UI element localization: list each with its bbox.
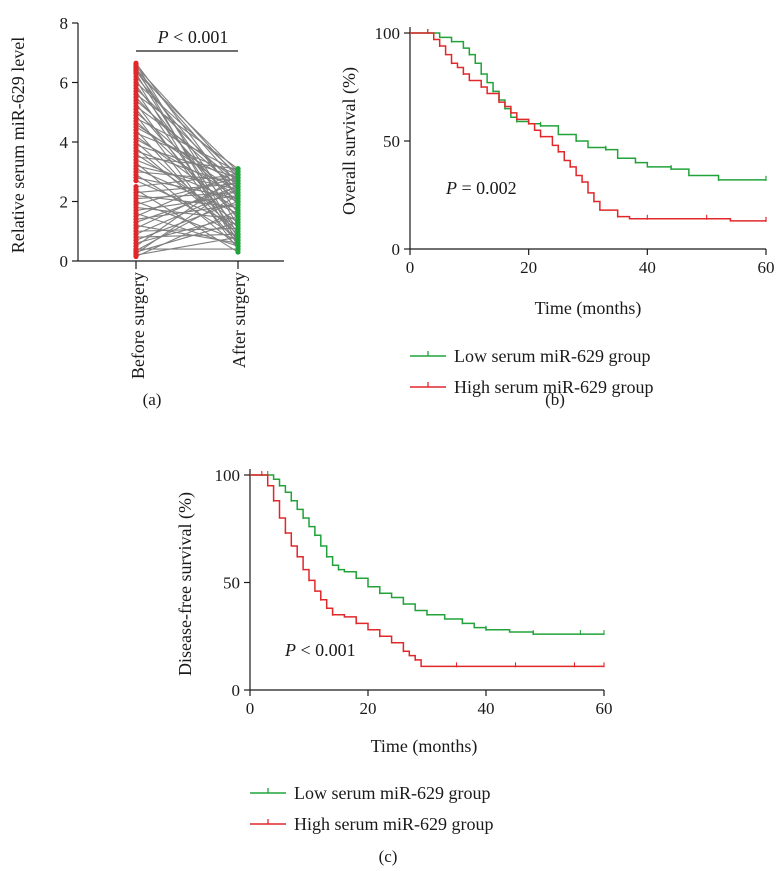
panel-a-point-after [235,187,241,193]
panel-c-y-tick-label: 0 [232,681,241,700]
panel-a-point-after [235,172,241,178]
panel-a-label: (a) [143,390,162,409]
panel-c-p-value: P < 0.001 [284,640,356,660]
panel-a-point-after [235,181,241,187]
panel-b-label: (b) [545,390,565,409]
panel-a-pair-line [135,93,239,170]
panel-a-category-label: Before surgery [128,272,148,379]
panel-a-pair-line [135,150,239,188]
panel-b-xlabel: Time (months) [535,298,642,319]
panel-c-curve-high [250,474,604,668]
panel-a-pair-line [135,215,239,244]
panel-a-y-axis: 0 2 4 6 8 [60,14,79,271]
panel-a-pair-line [135,156,239,170]
panel-c-survival-curves [250,471,605,668]
panel-a-point-after [235,225,241,231]
panel-c-chart: Disease-free survival (%) 0 20 40 60050100 … [175,466,613,866]
panel-b-y-tick-label: 100 [375,24,401,43]
panel-a-pair-line [135,209,239,258]
panel-c-y-tick-label: 50 [223,574,240,593]
panel-b-p-value: P = 0.002 [445,178,517,198]
panel-b-y-tick-label: 50 [383,132,400,151]
panel-a-y-tick-label: 6 [60,74,69,93]
panel-a-category-label: After surgery [229,272,249,368]
panel-b-x-tick-label: 60 [758,258,775,277]
panel-b-legend-high: High serum miR-629 group [454,377,654,397]
panel-a-pair-line [135,126,239,185]
panel-c-axes: 0 20 40 60 0 50 100 [215,466,613,718]
panel-b-x-tick-label: 20 [520,258,537,277]
panel-a-point-after [235,198,241,205]
panel-b-curve-high [410,32,766,222]
panel-c-legend-high: High serum miR-629 group [294,814,494,834]
panel-c-legend-low: Low serum miR-629 group [294,783,490,803]
panel-a-p-value: P < 0.001 [157,27,229,47]
panel-a-pair-line [135,132,239,176]
panel-a-y-tick-label: 8 [60,14,69,33]
panel-a-pair-line [135,192,239,200]
panel-b-chart: Overall survival (%) 0 20 40 60 0 50 100 P = 0… [339,24,775,409]
panel-c-x-tick-label: 60 [596,699,613,718]
panel-c-x-tick-label: 40 [478,699,495,718]
panel-a-point-after [235,234,241,240]
panel-a-pair-line [135,236,239,256]
panel-a-point-before [133,253,139,260]
panel-c-x-tick-label: 0 [246,699,255,718]
panel-c-x-tick-label: 20 [360,699,377,718]
panel-a-pair-line [135,71,239,173]
panel-a-pair-line [135,195,239,211]
panel-b-curve-low [410,32,766,181]
panel-a-pair-line [135,177,239,206]
panel-a-chart: Relative serum miR-629 level 0 2 4 6 8 Befor… [8,14,284,409]
panel-a-pair-line [135,70,239,214]
panel-a-y-tick-label: 0 [60,252,69,271]
panel-b-ylabel: Overall survival (%) [339,67,360,215]
panel-c-y-tick-label: 100 [215,466,241,485]
panel-a-point-after [235,246,241,252]
panel-a-pair-line [135,76,239,196]
panel-a-pair-line [135,233,239,238]
panel-c-ylabel: Disease-free survival (%) [175,492,196,676]
panel-a-point-before [133,178,139,184]
panel-a-points [133,60,241,260]
panel-a-paired-lines [135,62,239,258]
panel-b-legend-low: Low serum miR-629 group [454,346,650,366]
panel-a-y-tick-label: 2 [60,193,69,212]
panel-a-point-after [235,207,241,214]
panel-a-pair-line [135,174,239,188]
panel-b-x-tick-label: 40 [639,258,656,277]
panel-a-point-after [235,219,241,225]
panel-a-pair-line [135,221,239,253]
panel-b-axes: 0 20 40 60 0 50 100 [375,24,775,277]
panel-a-pair-line [135,88,239,188]
panel-a-point-after [235,240,241,246]
panel-a-pair-line [135,117,239,173]
panel-c-label: (c) [379,847,398,866]
panel-a-pair-line [135,171,239,217]
panel-b-x-tick-label: 0 [406,258,415,277]
panel-a-ylabel: Relative serum miR-629 level [8,37,28,253]
panel-a-pair-line [135,189,239,235]
panel-c-curve-low [250,474,604,635]
panel-a-pair-line [135,82,239,176]
panel-a-point-after [235,213,241,219]
panel-a-pair-line [135,183,239,194]
panel-a-point-after [235,192,241,199]
panel-b-survival-curves [410,29,767,222]
panel-a-y-tick-label: 4 [60,133,69,152]
panel-a-pair-line [135,180,239,229]
panel-b-y-tick-label: 0 [392,240,401,259]
panel-a-pair-line [135,183,239,255]
panel-a-pair-line [135,174,239,247]
panel-a-pair-line [135,144,239,179]
panel-c-xlabel: Time (months) [371,736,478,757]
